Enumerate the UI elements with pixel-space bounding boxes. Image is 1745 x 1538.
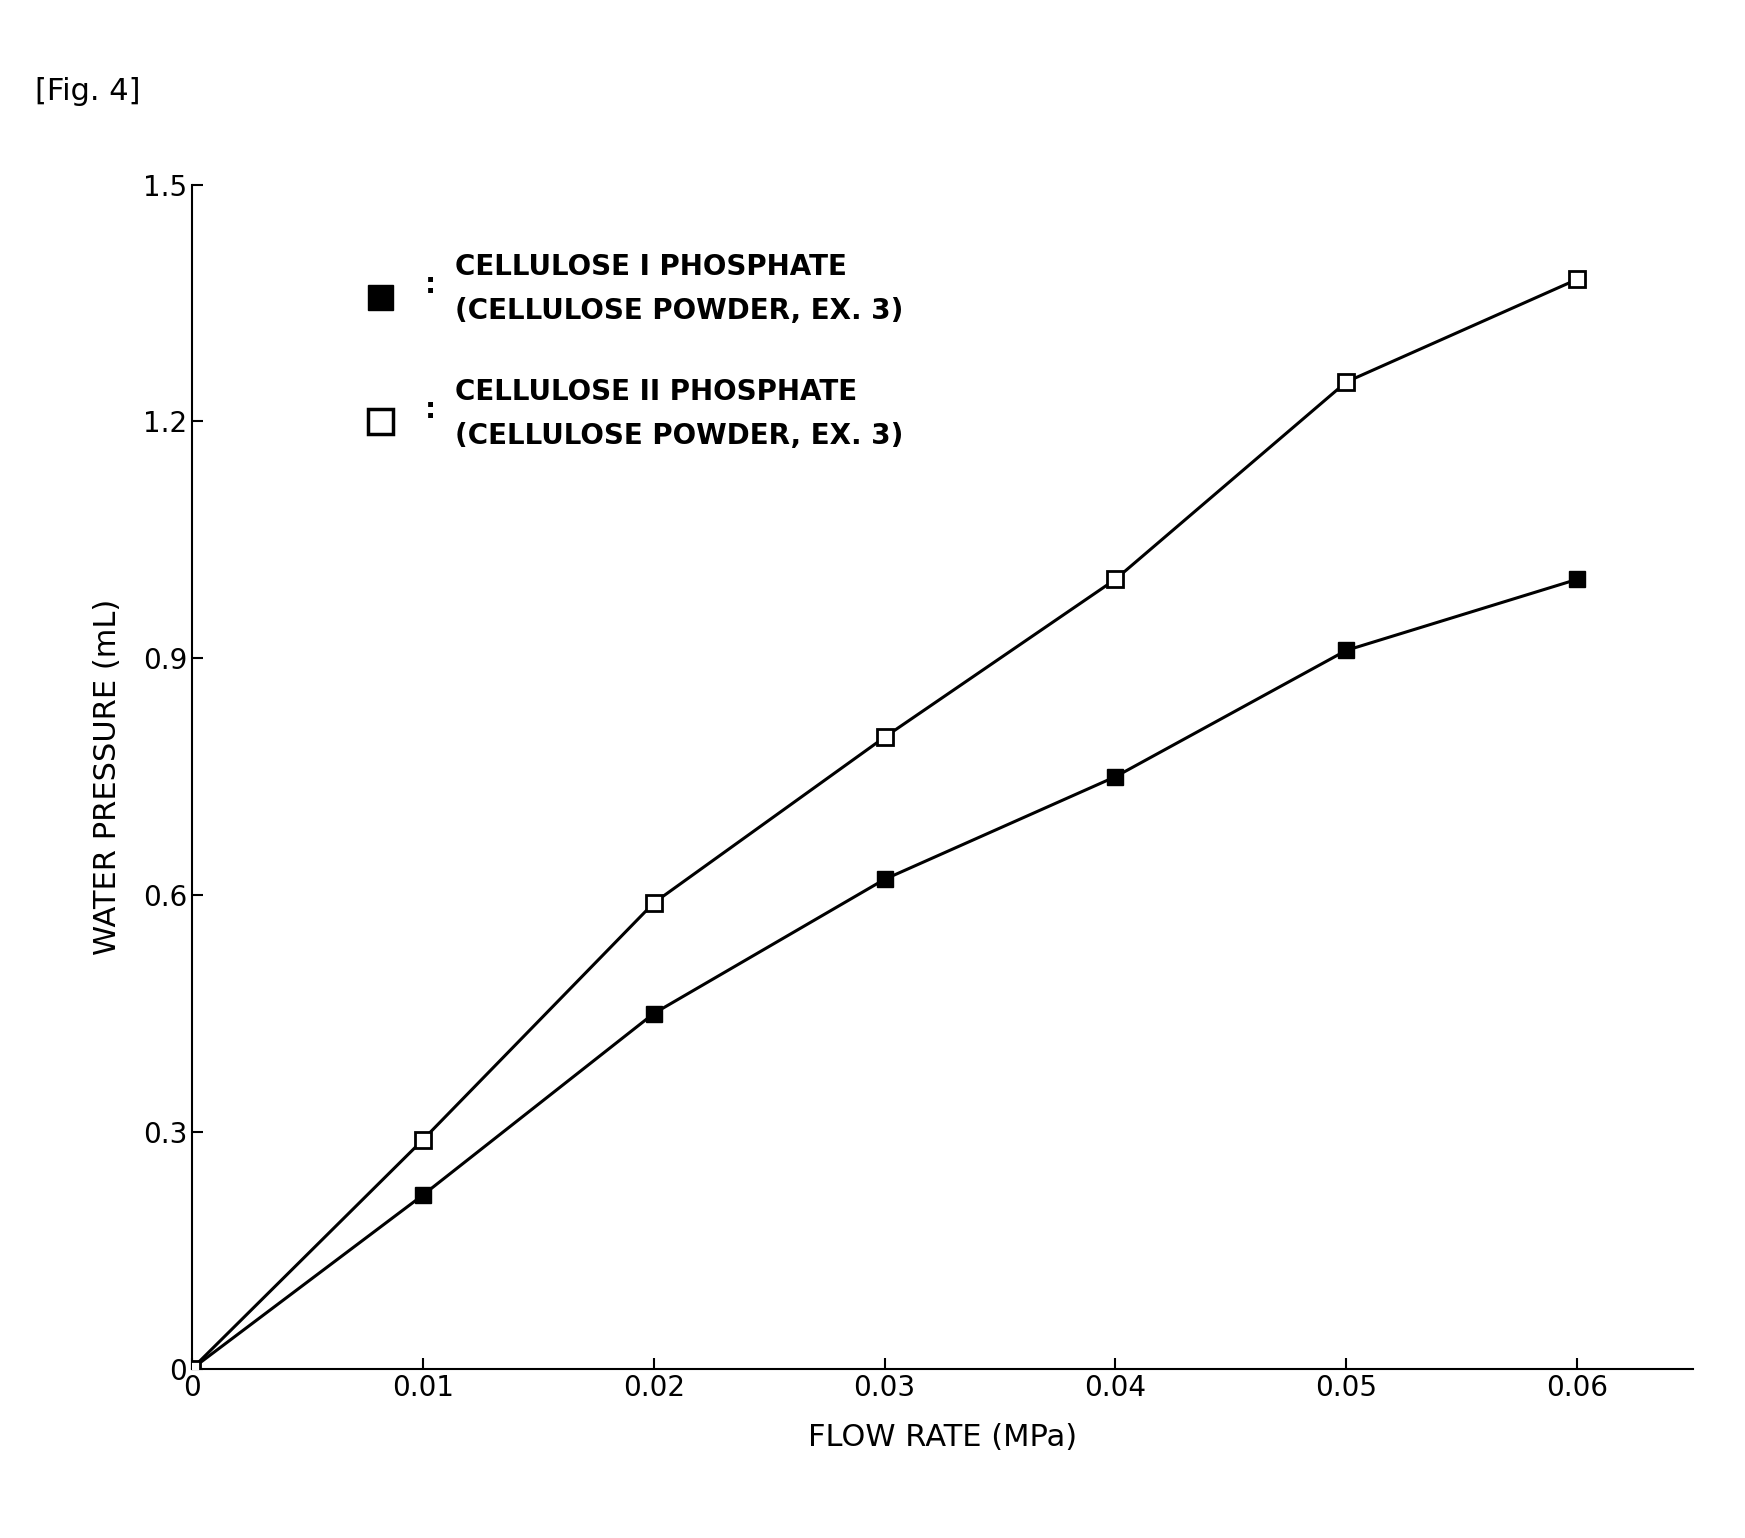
Text: (CELLULOSE POWDER, EX. 3): (CELLULOSE POWDER, EX. 3) <box>454 297 902 325</box>
Text: CELLULOSE II PHOSPHATE: CELLULOSE II PHOSPHATE <box>454 378 857 406</box>
Text: [Fig. 4]: [Fig. 4] <box>35 77 140 106</box>
Text: :: : <box>424 395 436 423</box>
X-axis label: FLOW RATE (MPa): FLOW RATE (MPa) <box>808 1423 1077 1452</box>
Text: (CELLULOSE POWDER, EX. 3): (CELLULOSE POWDER, EX. 3) <box>454 421 902 449</box>
Text: :: : <box>424 271 436 300</box>
Y-axis label: WATER PRESSURE (mL): WATER PRESSURE (mL) <box>92 598 122 955</box>
Text: CELLULOSE I PHOSPHATE: CELLULOSE I PHOSPHATE <box>454 254 846 281</box>
